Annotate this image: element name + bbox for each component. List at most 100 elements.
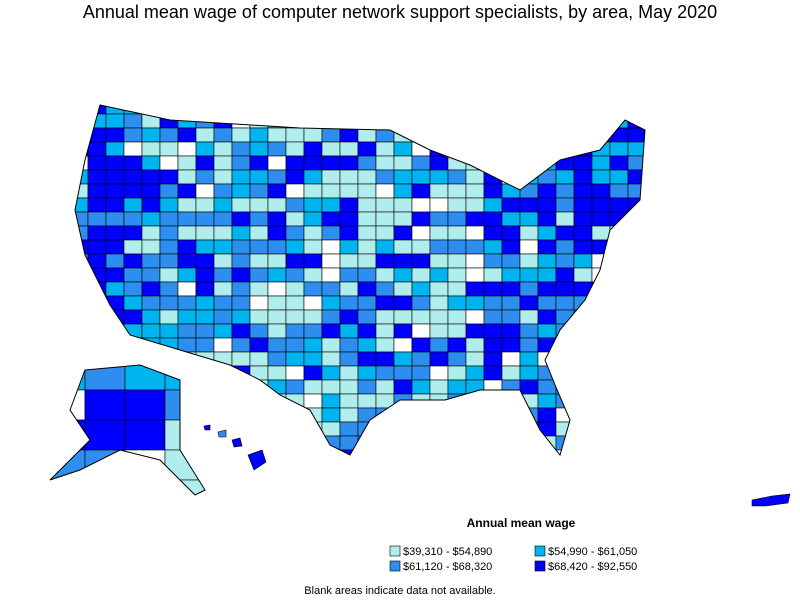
map-area	[609, 281, 629, 297]
map-area	[321, 211, 341, 227]
map-area	[447, 449, 467, 455]
map-area	[267, 337, 287, 353]
map-area	[537, 393, 557, 409]
map-area	[339, 105, 359, 115]
map-area	[321, 393, 341, 409]
map-area	[249, 141, 269, 157]
map-area	[195, 267, 215, 283]
map-area	[627, 169, 645, 185]
map-area	[321, 449, 341, 455]
map-area	[321, 113, 341, 129]
map-area	[231, 169, 251, 185]
map-area	[411, 295, 431, 311]
map-area	[591, 127, 611, 143]
map-area	[231, 141, 251, 157]
map-area	[285, 351, 305, 367]
map-area	[159, 351, 179, 367]
map-area	[164, 365, 205, 391]
map-area	[177, 239, 197, 255]
map-area	[321, 323, 341, 339]
map-area	[573, 351, 593, 367]
map-area	[411, 225, 431, 241]
map-area	[339, 379, 359, 395]
map-area	[519, 211, 539, 227]
map-area	[429, 365, 449, 381]
map-area	[627, 351, 645, 367]
map-area	[501, 225, 521, 241]
map-area	[267, 225, 287, 241]
legend-label: $54,990 - $61,050	[548, 546, 637, 558]
us-outline	[74, 104, 646, 457]
map-area	[519, 183, 539, 199]
map-area	[213, 351, 233, 367]
map-area	[411, 407, 431, 423]
map-area	[357, 253, 377, 269]
map-area	[303, 105, 323, 115]
map-area	[627, 105, 645, 115]
map-area	[84, 479, 126, 495]
map-area	[285, 253, 305, 269]
map-area	[249, 435, 269, 451]
map-area	[50, 419, 86, 451]
map-area	[375, 309, 395, 325]
map-area	[321, 309, 341, 325]
legend-swatch	[534, 545, 546, 557]
map-area	[393, 407, 413, 423]
map-area	[483, 295, 503, 311]
map-area	[105, 323, 125, 339]
map-area	[627, 407, 645, 423]
map-area	[339, 449, 359, 455]
map-area	[429, 169, 449, 185]
map-area	[393, 253, 413, 269]
map-area	[177, 155, 197, 171]
map-area	[285, 421, 305, 437]
map-area	[627, 393, 645, 409]
map-area	[321, 267, 341, 283]
map-area	[204, 389, 205, 421]
map-area	[195, 337, 215, 353]
map-area	[429, 449, 449, 455]
map-area	[573, 379, 593, 395]
map-area	[159, 253, 179, 269]
map-area	[249, 169, 269, 185]
map-area	[357, 449, 377, 455]
map-area	[501, 323, 521, 339]
map-area	[627, 267, 645, 283]
map-area	[627, 183, 645, 199]
map-area	[303, 281, 323, 297]
map-hawaii	[203, 424, 267, 471]
map-area	[501, 183, 521, 199]
map-area	[213, 211, 233, 227]
map-area	[627, 225, 645, 241]
map-area	[483, 183, 503, 199]
map-area	[519, 309, 539, 325]
map-area	[483, 449, 503, 455]
map-area	[123, 155, 143, 171]
map-area	[501, 281, 521, 297]
map-area	[321, 141, 341, 157]
map-area	[501, 337, 521, 353]
map-area	[357, 155, 377, 171]
map-area	[195, 127, 215, 143]
map-area	[195, 295, 215, 311]
map-area	[609, 105, 629, 115]
map-area	[159, 211, 179, 227]
map-area	[501, 267, 521, 283]
map-area	[75, 113, 89, 129]
map-area	[141, 239, 161, 255]
map-area	[267, 309, 287, 325]
legend-label: $39,310 - $54,890	[403, 546, 492, 558]
map-area	[537, 105, 557, 115]
map-area	[195, 141, 215, 157]
map-area	[609, 141, 629, 157]
map-area	[195, 225, 215, 241]
map-area	[285, 127, 305, 143]
map-area	[357, 239, 377, 255]
map-area	[141, 267, 161, 283]
map-area	[105, 155, 125, 171]
map-area	[501, 309, 521, 325]
map-area	[609, 253, 629, 269]
map-area	[646, 128, 664, 142]
map-area	[195, 449, 215, 455]
